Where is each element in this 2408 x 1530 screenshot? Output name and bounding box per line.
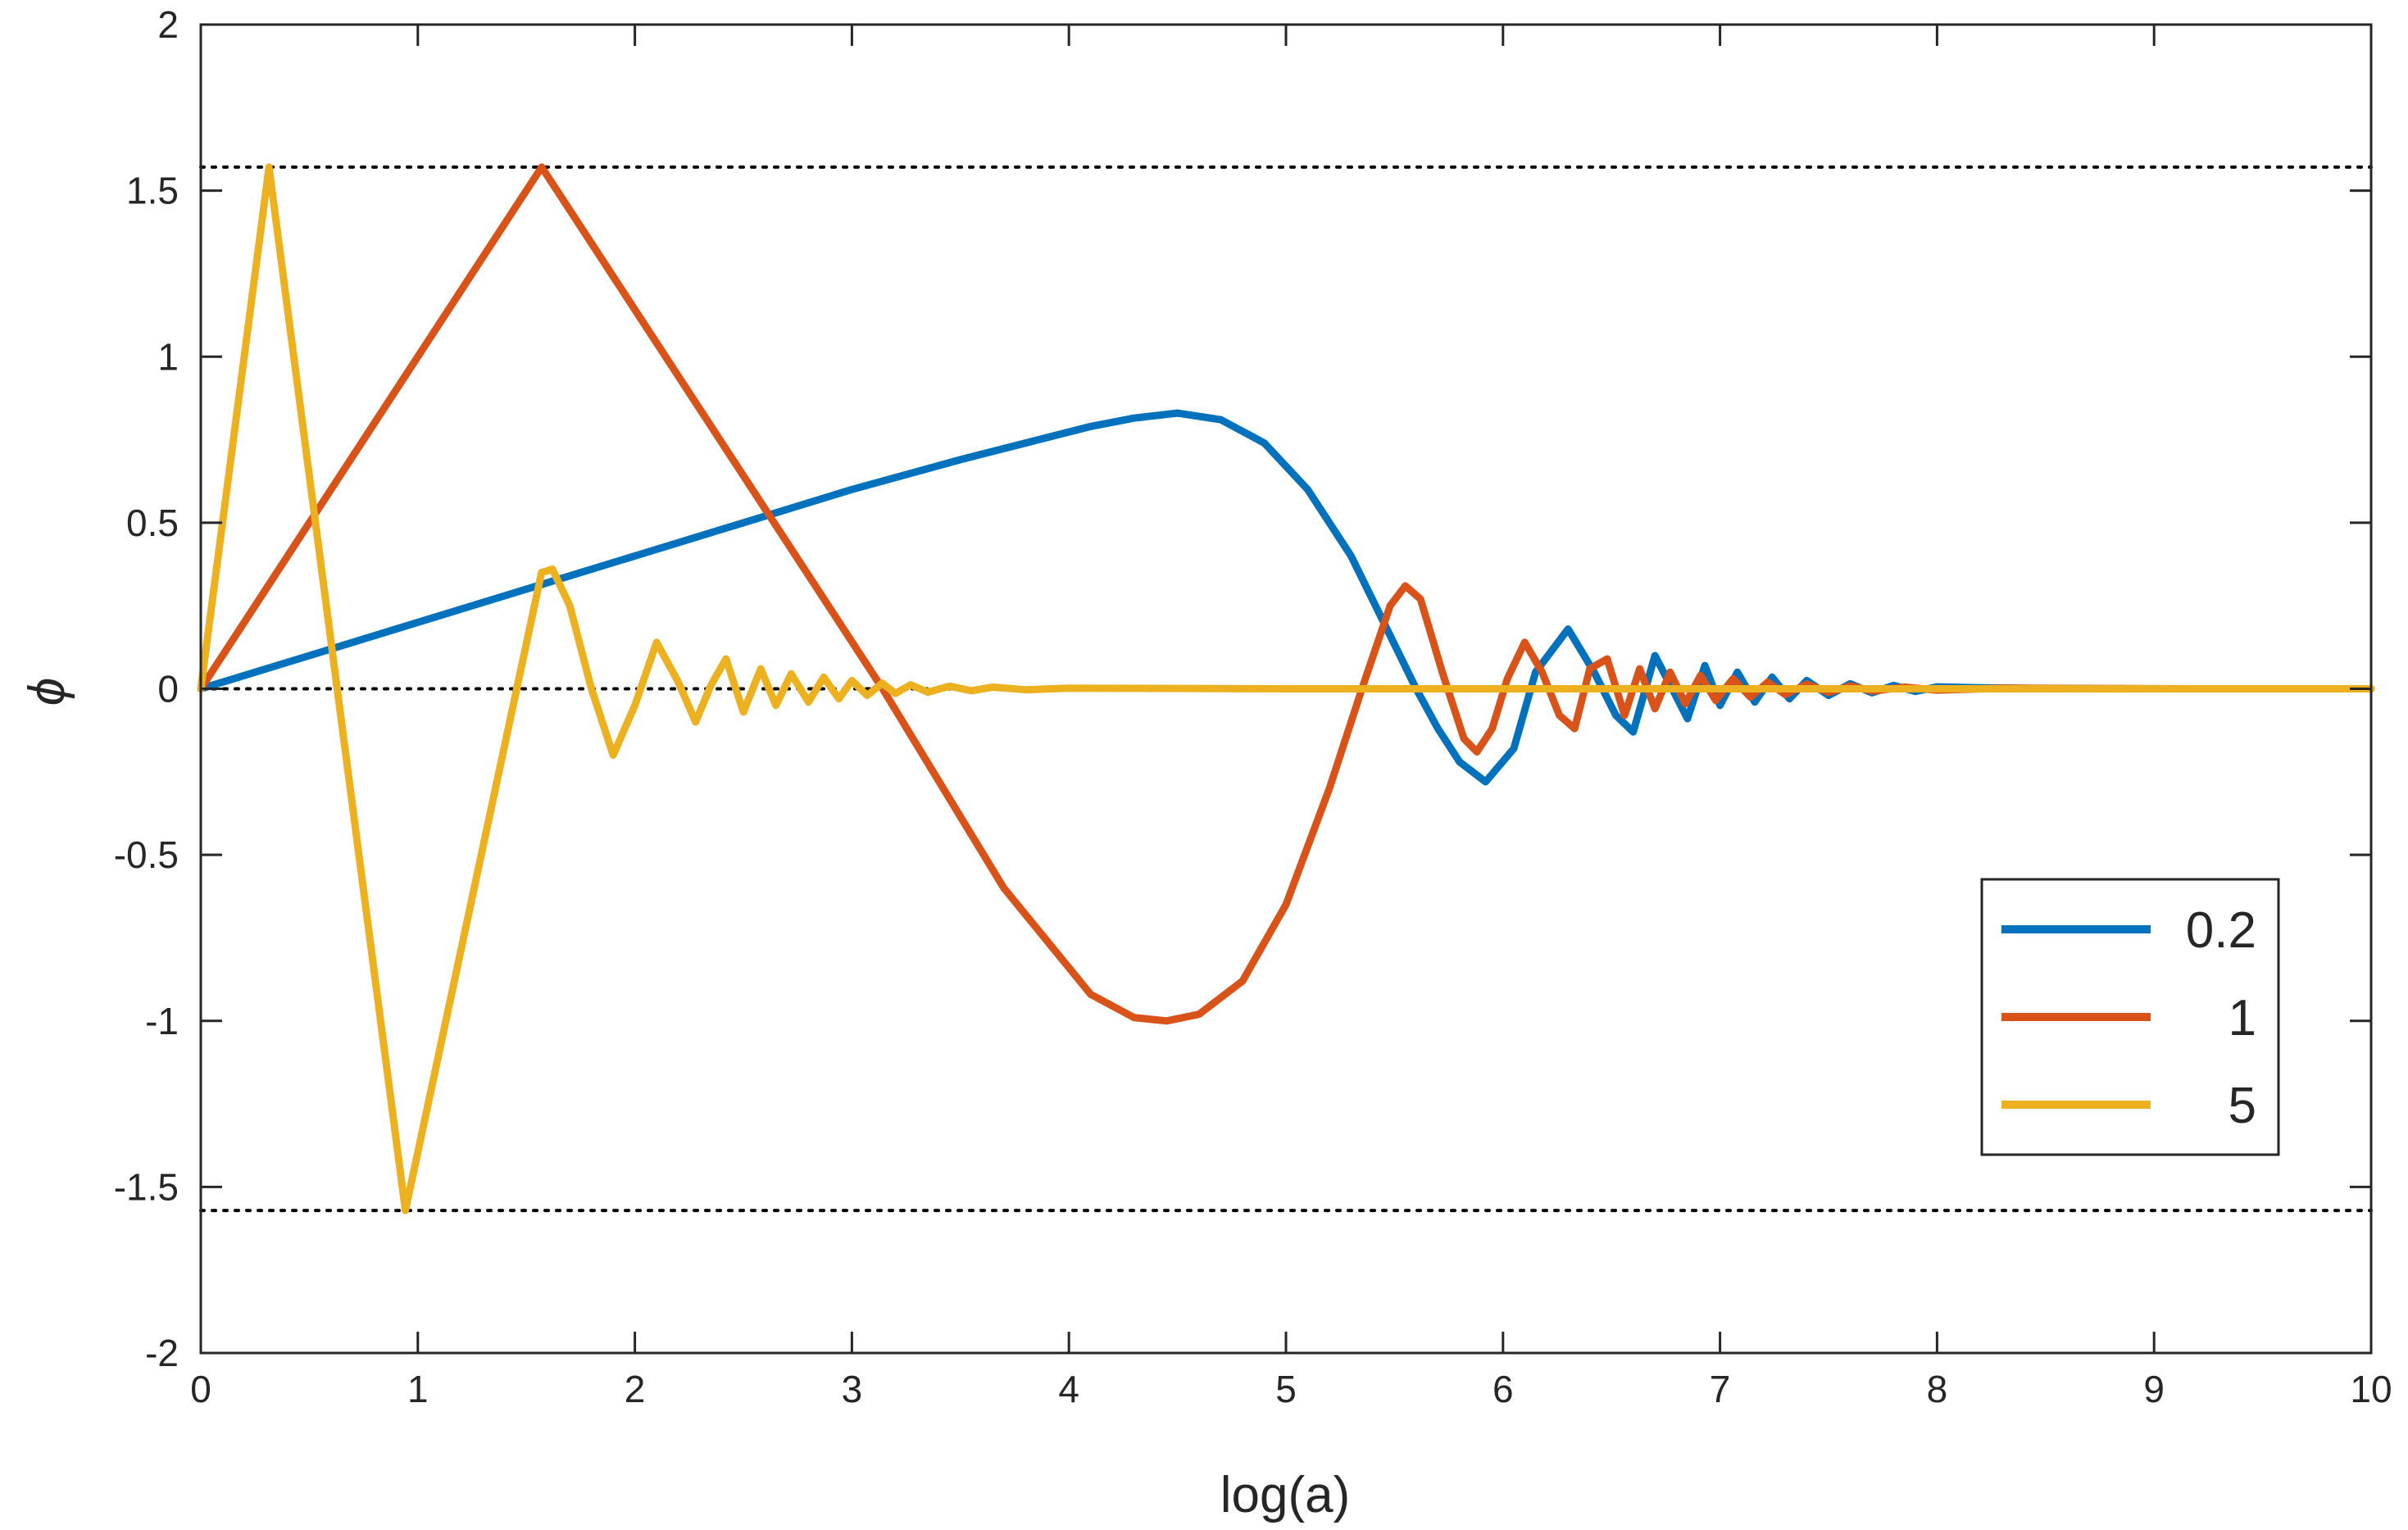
x-tick-label: 10 <box>2350 1368 2392 1410</box>
y-tick-label: -2 <box>145 1332 179 1374</box>
legend-label-1: 1 <box>2229 990 2256 1046</box>
series-layer <box>197 163 2375 1214</box>
x-tick-label: 4 <box>1058 1368 1079 1410</box>
y-tick-label: -1.5 <box>114 1165 179 1208</box>
y-tick-label: 1.5 <box>126 170 179 212</box>
x-tick-label: 8 <box>1927 1368 1948 1410</box>
x-tick-label: 9 <box>2143 1368 2165 1410</box>
x-tick-label: 6 <box>1493 1368 1514 1410</box>
y-tick-label: -1 <box>145 1000 179 1042</box>
y-tick-label: -0.5 <box>114 833 179 876</box>
x-tick-label: 2 <box>625 1368 646 1410</box>
y-tick-label: 2 <box>157 3 179 46</box>
x-tick-label: 1 <box>407 1368 429 1410</box>
x-tick-label: 0 <box>190 1368 211 1410</box>
y-tick-label: 0.5 <box>126 502 179 544</box>
legend-label-0.2: 0.2 <box>2186 902 2256 959</box>
legend-label-5: 5 <box>2229 1078 2256 1134</box>
y-tick-label: 1 <box>157 335 179 378</box>
series-line-5 <box>197 163 2375 1214</box>
ticks: 0 1 2 3 4 5 6 7 8 9 10 -2 -1.5 -1 -0.5 0 0.5 1 1.5 2 <box>114 3 2392 1410</box>
legend: 0.2 1 5 <box>1980 878 2280 1156</box>
x-axis-title: log(a) <box>1220 1467 1351 1523</box>
y-tick-label: 0 <box>157 668 179 711</box>
x-tick-label: 5 <box>1275 1368 1297 1410</box>
x-tick-label: 3 <box>842 1368 863 1410</box>
x-tick-label: 7 <box>1710 1368 1731 1410</box>
y-axis-title: ϕ <box>19 678 75 706</box>
